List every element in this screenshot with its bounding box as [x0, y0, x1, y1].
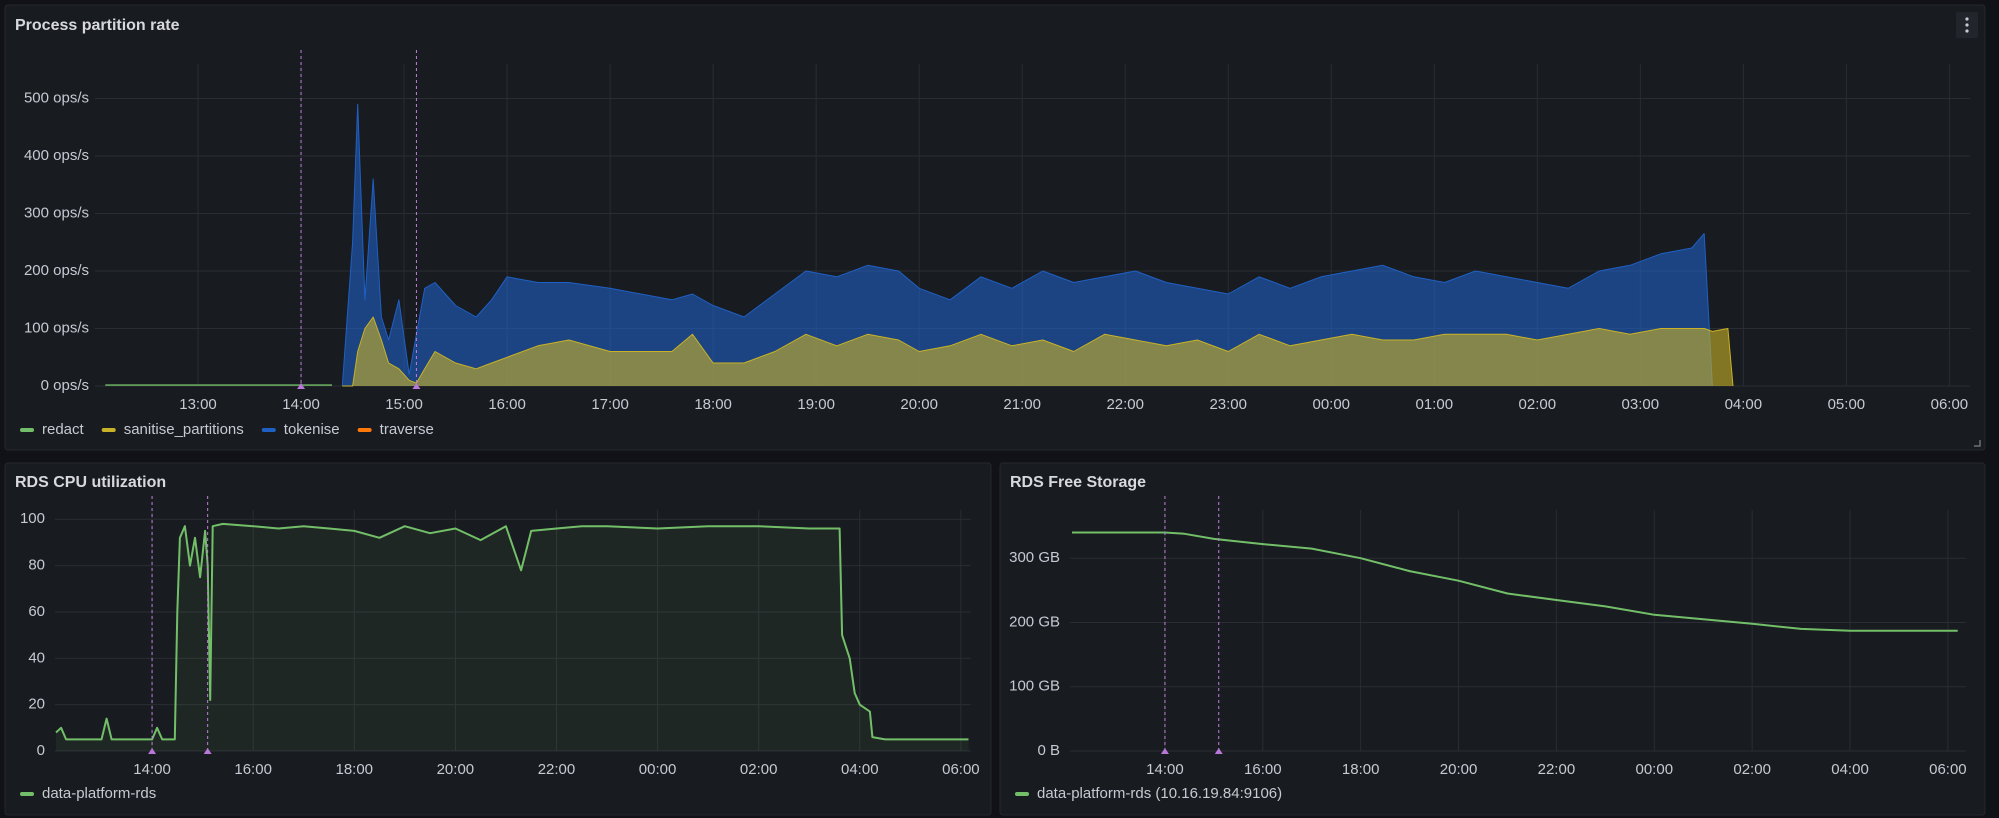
- y-tick-label: 200 ops/s: [24, 262, 89, 279]
- annotation-marker: [148, 748, 157, 754]
- y-tick-label: 300 GB: [1009, 549, 1060, 566]
- series-line: [342, 316, 1734, 387]
- x-tick-label: 02:00: [1733, 761, 1771, 778]
- series-line: [1072, 531, 1958, 632]
- y-tick-label: 0: [37, 742, 45, 759]
- y-tick-label: 100 ops/s: [24, 319, 89, 336]
- legend-swatch: [101, 428, 116, 432]
- legend-label: data-platform-rds: [42, 785, 156, 802]
- legend-swatch: [357, 428, 372, 432]
- legend-label: tokenise: [284, 421, 340, 438]
- annotation-marker: [412, 383, 421, 389]
- y-tick-label: 400 ops/s: [24, 147, 89, 164]
- x-tick-label: 04:00: [1725, 396, 1763, 413]
- area-fill: [342, 104, 1713, 387]
- x-tick-label: 21:00: [1003, 396, 1041, 413]
- area-fill: [342, 317, 1733, 386]
- panel-title: RDS CPU utilization: [15, 474, 166, 491]
- panel-title: Process partition rate: [15, 17, 180, 34]
- legend-label: traverse: [380, 421, 434, 438]
- y-tick-label: 200 GB: [1009, 613, 1060, 630]
- annotation-marker: [203, 748, 212, 754]
- y-tick-label: 0 ops/s: [41, 377, 89, 394]
- legend-label: sanitise_partitions: [124, 421, 244, 438]
- x-tick-label: 18:00: [1342, 761, 1380, 778]
- x-tick-label: 13:00: [179, 396, 217, 413]
- series-line: [341, 103, 1713, 387]
- x-tick-label: 15:00: [385, 396, 423, 413]
- x-tick-label: 22:00: [1106, 396, 1144, 413]
- x-tick-label: 22:00: [1538, 761, 1576, 778]
- panel-menu[interactable]: [1956, 12, 1978, 38]
- x-tick-label: 22:00: [538, 761, 576, 778]
- x-tick-label: 20:00: [900, 396, 938, 413]
- x-tick-label: 16:00: [1244, 761, 1282, 778]
- x-tick-label: 05:00: [1828, 396, 1866, 413]
- legend-swatch: [261, 428, 276, 432]
- legend-item[interactable]: data-platform-rds (10.16.19.84:9106): [1015, 785, 1282, 802]
- y-tick-label: 100: [20, 510, 45, 527]
- legend-swatch: [1015, 792, 1029, 796]
- x-tick-label: 14:00: [133, 761, 171, 778]
- x-tick-label: 00:00: [1636, 761, 1674, 778]
- x-tick-label: 14:00: [1146, 761, 1184, 778]
- x-tick-label: 17:00: [591, 396, 629, 413]
- x-tick-label: 04:00: [841, 761, 879, 778]
- x-tick-label: 02:00: [740, 761, 778, 778]
- legend-item[interactable]: data-platform-rds: [20, 785, 156, 802]
- annotation-marker: [1160, 748, 1169, 754]
- legend-swatch: [20, 792, 34, 796]
- x-tick-label: 19:00: [797, 396, 835, 413]
- x-tick-label: 02:00: [1519, 396, 1557, 413]
- x-tick-label: 20:00: [1440, 761, 1478, 778]
- panel: [999, 462, 1986, 816]
- x-tick-label: 14:00: [282, 396, 320, 413]
- x-tick-label: 23:00: [1209, 396, 1247, 413]
- area-fill: [56, 523, 969, 751]
- x-tick-label: 16:00: [488, 396, 526, 413]
- x-tick-label: 03:00: [1622, 396, 1660, 413]
- y-tick-label: 0 B: [1037, 742, 1060, 759]
- legend-label: data-platform-rds (10.16.19.84:9106): [1037, 785, 1282, 802]
- resize-handle[interactable]: [1974, 440, 1981, 447]
- x-tick-label: 00:00: [639, 761, 677, 778]
- x-tick-label: 20:00: [437, 761, 475, 778]
- annotation-marker: [297, 383, 306, 389]
- x-tick-label: 18:00: [694, 396, 732, 413]
- y-tick-label: 100 GB: [1009, 678, 1060, 695]
- y-tick-label: 40: [28, 649, 45, 666]
- legend-swatch: [20, 428, 34, 432]
- y-tick-label: 20: [28, 696, 45, 713]
- panel-title: RDS Free Storage: [1010, 474, 1146, 491]
- x-tick-label: 16:00: [234, 761, 272, 778]
- y-tick-label: 300 ops/s: [24, 204, 89, 221]
- x-tick-label: 06:00: [1931, 396, 1969, 413]
- legend-label: redact: [42, 421, 85, 438]
- x-tick-label: 06:00: [942, 761, 980, 778]
- x-tick-label: 01:00: [1416, 396, 1454, 413]
- annotation-marker: [1214, 748, 1223, 754]
- x-tick-label: 06:00: [1929, 761, 1967, 778]
- panel: [4, 462, 992, 816]
- legend-item[interactable]: tokenise: [261, 421, 340, 438]
- legend-item[interactable]: sanitise_partitions: [101, 421, 244, 438]
- y-tick-label: 80: [28, 557, 45, 574]
- x-tick-label: 18:00: [335, 761, 373, 778]
- legend-item[interactable]: traverse: [357, 421, 434, 438]
- y-tick-label: 60: [28, 603, 45, 620]
- x-tick-label: 04:00: [1831, 761, 1869, 778]
- y-tick-label: 500 ops/s: [24, 89, 89, 106]
- series-line: [55, 522, 969, 741]
- legend-item[interactable]: redact: [20, 421, 85, 438]
- x-tick-label: 00:00: [1312, 396, 1350, 413]
